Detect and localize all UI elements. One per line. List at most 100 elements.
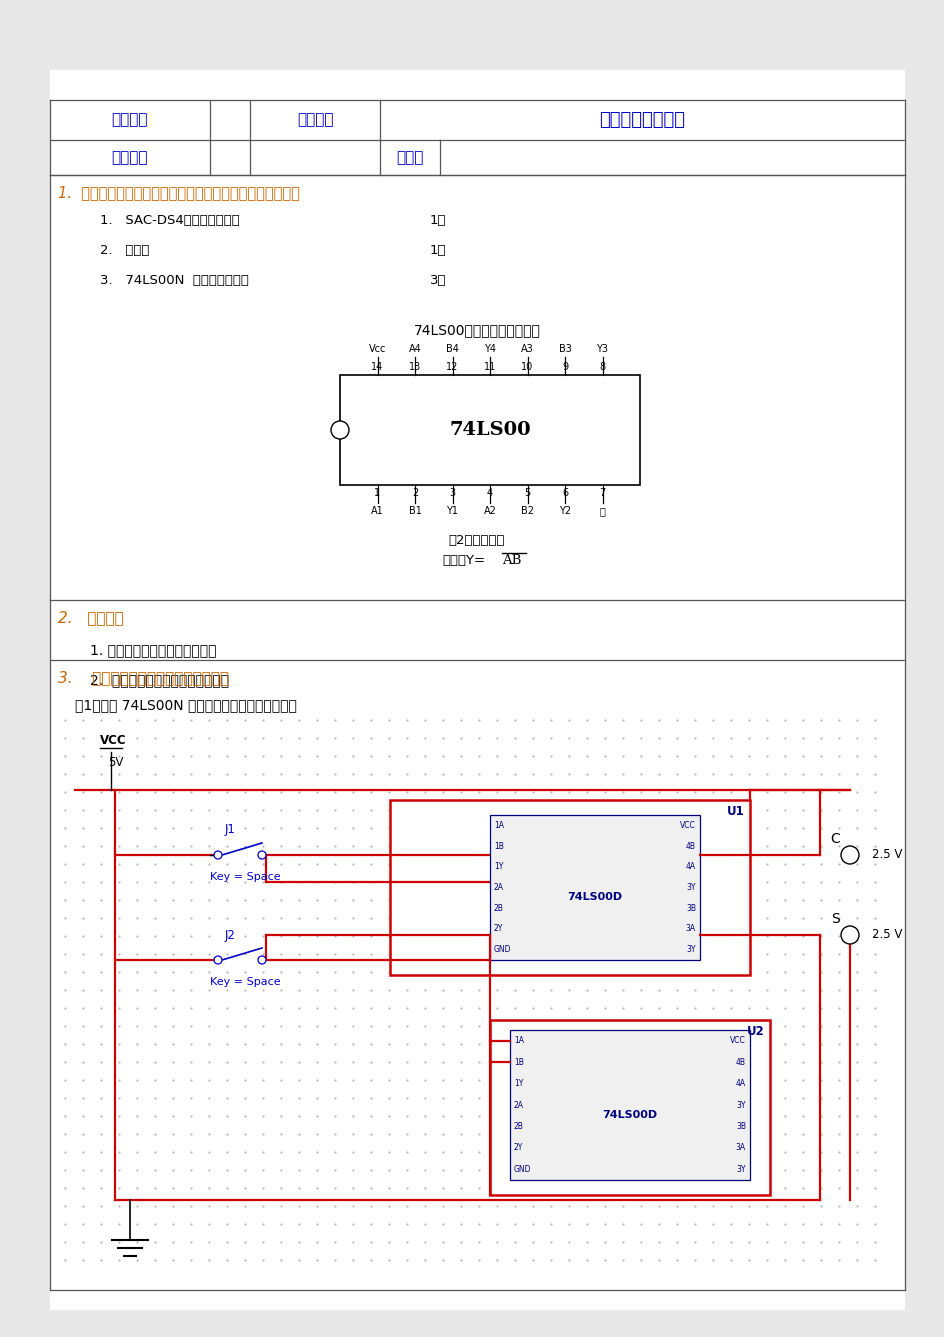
- Text: 74LS00: 74LS00: [448, 421, 531, 439]
- Text: 2.5 V: 2.5 V: [871, 849, 902, 861]
- Text: U2: U2: [747, 1025, 765, 1038]
- Text: A2: A2: [483, 505, 496, 516]
- Text: 2: 2: [412, 488, 417, 497]
- Circle shape: [330, 421, 348, 439]
- Text: 2.  验证半加器、全加器逻辑功能。: 2. 验证半加器、全加器逻辑功能。: [90, 673, 228, 687]
- Text: 11: 11: [483, 362, 496, 372]
- Text: 2A: 2A: [514, 1100, 523, 1110]
- Text: 2B: 2B: [494, 904, 503, 913]
- Text: 3.    实验电路原理图及接线方法描述：: 3. 实验电路原理图及接线方法描述：: [58, 670, 228, 686]
- Text: AB: AB: [501, 554, 521, 567]
- Text: 实验室: 实验室: [396, 150, 423, 164]
- Text: 3A: 3A: [735, 1143, 745, 1152]
- Text: 9: 9: [562, 362, 567, 372]
- Text: 实验时间: 实验时间: [111, 150, 148, 164]
- Text: 4B: 4B: [735, 1058, 745, 1067]
- Text: A4: A4: [408, 344, 421, 354]
- Text: 1B: 1B: [514, 1058, 523, 1067]
- Text: GND: GND: [494, 945, 511, 955]
- Text: 3Y: 3Y: [735, 1100, 745, 1110]
- Text: 2.   万用表: 2. 万用表: [100, 243, 149, 257]
- Text: 3A: 3A: [685, 924, 696, 933]
- Text: J1: J1: [225, 824, 235, 837]
- Text: 2Y: 2Y: [494, 924, 503, 933]
- Text: J2: J2: [225, 928, 235, 941]
- Text: Key = Space: Key = Space: [210, 872, 280, 882]
- Text: Y2: Y2: [558, 505, 570, 516]
- Text: GND: GND: [514, 1165, 531, 1174]
- Circle shape: [213, 956, 222, 964]
- Text: 13: 13: [409, 362, 421, 372]
- Text: 1Y: 1Y: [494, 862, 503, 872]
- Text: 1A: 1A: [514, 1036, 523, 1046]
- Text: A3: A3: [520, 344, 533, 354]
- Circle shape: [258, 956, 265, 964]
- Text: B1: B1: [408, 505, 421, 516]
- Text: 实验序号: 实验序号: [111, 112, 148, 127]
- Text: 1: 1: [374, 488, 380, 497]
- Text: 1B: 1B: [494, 841, 503, 850]
- Text: （1）两片 74LS00N 实现半加器的逻辑功能电路图: （1）两片 74LS00N 实现半加器的逻辑功能电路图: [75, 698, 296, 713]
- Text: 4B: 4B: [685, 841, 696, 850]
- Text: 2Y: 2Y: [514, 1143, 523, 1152]
- Circle shape: [213, 850, 222, 858]
- Text: 2A: 2A: [494, 882, 503, 892]
- Text: B3: B3: [558, 344, 571, 354]
- Text: 74LS00引脚结构及逻辑功能: 74LS00引脚结构及逻辑功能: [413, 324, 540, 337]
- Text: 8: 8: [598, 362, 605, 372]
- Text: Key = Space: Key = Space: [210, 977, 280, 987]
- Circle shape: [258, 850, 265, 858]
- Text: 3.   74LS00N  四二输入与非门: 3. 74LS00N 四二输入与非门: [100, 274, 248, 286]
- Text: 组合逻辑电路分析: 组合逻辑电路分析: [598, 111, 684, 128]
- Text: 3片: 3片: [430, 274, 446, 286]
- Text: Y1: Y1: [446, 505, 458, 516]
- Text: U1: U1: [727, 805, 744, 818]
- Text: VCC: VCC: [730, 1036, 745, 1046]
- Text: 1A: 1A: [494, 821, 503, 830]
- Text: 14: 14: [371, 362, 383, 372]
- Circle shape: [840, 927, 858, 944]
- Text: Y3: Y3: [596, 344, 608, 354]
- Text: 1块: 1块: [430, 243, 446, 257]
- Text: 5: 5: [524, 488, 531, 497]
- Text: 3B: 3B: [735, 1122, 745, 1131]
- Bar: [490, 816, 700, 960]
- Text: S: S: [830, 912, 838, 927]
- Text: B2: B2: [520, 505, 533, 516]
- Text: 3: 3: [449, 488, 455, 497]
- Text: 3Y: 3Y: [735, 1165, 745, 1174]
- Text: 74LS00D: 74LS00D: [566, 893, 622, 902]
- Text: 1. 掌握组合逻辑电路的分析方法: 1. 掌握组合逻辑电路的分析方法: [90, 643, 216, 656]
- Text: 1.  实验元件（元件型号；引脚结构；逻辑功能；引脚名称）: 1. 实验元件（元件型号；引脚结构；逻辑功能；引脚名称）: [58, 186, 299, 201]
- Text: 1.   SAC-DS4数字逻辑实验箱: 1. SAC-DS4数字逻辑实验箱: [100, 214, 240, 226]
- Bar: [490, 1020, 769, 1195]
- Circle shape: [840, 846, 858, 864]
- Text: B4: B4: [446, 344, 459, 354]
- Text: 四2输入与非门: 四2输入与非门: [448, 533, 505, 547]
- Bar: [390, 800, 750, 975]
- Text: 3Y: 3Y: [685, 945, 696, 955]
- Text: 3B: 3B: [685, 904, 696, 913]
- Text: VCC: VCC: [680, 821, 696, 830]
- Text: VCC: VCC: [100, 734, 126, 746]
- Text: 2B: 2B: [514, 1122, 523, 1131]
- Text: 2.5 V: 2.5 V: [871, 928, 902, 941]
- Text: 4A: 4A: [735, 1079, 745, 1088]
- Text: 4: 4: [486, 488, 493, 497]
- Text: 4A: 4A: [685, 862, 696, 872]
- Text: 10: 10: [521, 362, 533, 372]
- Text: 74LS00D: 74LS00D: [602, 1110, 657, 1120]
- Text: 地: 地: [598, 505, 605, 516]
- Text: 实验名称: 实验名称: [296, 112, 333, 127]
- Bar: [510, 1029, 750, 1181]
- Text: 3Y: 3Y: [685, 882, 696, 892]
- Text: Vcc: Vcc: [368, 344, 386, 354]
- Text: 2.   实验目的: 2. 实验目的: [58, 611, 124, 626]
- Text: 1Y: 1Y: [514, 1079, 523, 1088]
- Text: 12: 12: [446, 362, 458, 372]
- Text: 6: 6: [562, 488, 567, 497]
- Bar: [340, 374, 639, 485]
- Text: A1: A1: [371, 505, 383, 516]
- Text: 1个: 1个: [430, 214, 446, 226]
- Text: 7: 7: [598, 488, 605, 497]
